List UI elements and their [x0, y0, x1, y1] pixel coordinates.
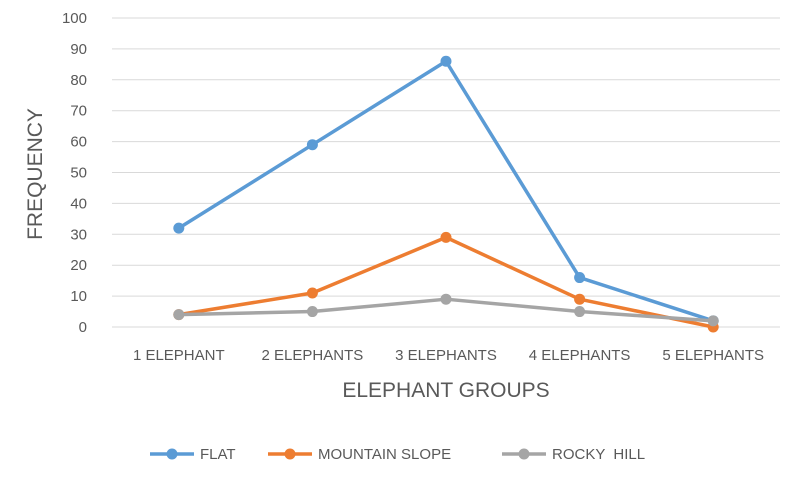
y-axis-tick-labels: 0 10 20 30 40 50 60 70 80 90 100: [62, 10, 87, 336]
y-tick-label: 70: [70, 103, 87, 120]
y-tick-label: 50: [70, 165, 87, 182]
series-3: [173, 293, 719, 327]
x-tick-label: 5 ELEPHANTS: [662, 347, 764, 364]
y-tick-label: 100: [62, 10, 87, 27]
x-axis-title: ELEPHANT GROUPS: [342, 379, 549, 402]
data-point: [306, 287, 318, 299]
legend-swatch-marker: [166, 448, 178, 460]
x-tick-label: 3 ELEPHANTS: [395, 347, 497, 364]
series-1: [173, 55, 719, 327]
y-axis-title: FREQUENCY: [24, 108, 47, 240]
series-lines: [173, 55, 719, 333]
data-point: [173, 222, 185, 234]
data-point: [574, 293, 586, 305]
series-line: [177, 59, 715, 323]
y-tick-label: 20: [70, 257, 87, 274]
legend: FLAT MOUNTAIN SLOPE ROCKY HILL: [150, 446, 645, 463]
y-tick-label: 0: [79, 319, 87, 336]
legend-item: FLAT: [150, 446, 236, 463]
x-axis-tick-labels: 1 ELEPHANT 2 ELEPHANTS 3 ELEPHANTS 4 ELEPHA…: [133, 347, 764, 364]
x-tick-label: 4 ELEPHANTS: [529, 347, 631, 364]
legend-swatch-marker: [284, 448, 296, 460]
legend-item: ROCKY HILL: [502, 446, 645, 463]
legend-label: MOUNTAIN SLOPE: [318, 446, 451, 463]
data-point: [440, 293, 452, 305]
data-point: [173, 309, 185, 321]
y-tick-label: 30: [70, 226, 87, 243]
y-tick-label: 80: [70, 72, 87, 89]
data-point: [440, 231, 452, 243]
y-tick-label: 60: [70, 134, 87, 151]
y-tick-label: 10: [70, 288, 87, 305]
x-tick-label: 1 ELEPHANT: [133, 347, 225, 364]
legend-item: MOUNTAIN SLOPE: [268, 446, 451, 463]
data-point: [306, 139, 318, 151]
data-point: [306, 306, 318, 318]
y-tick-label: 40: [70, 195, 87, 212]
legend-swatch-marker: [518, 448, 530, 460]
data-point: [440, 55, 452, 67]
legend-label: ROCKY HILL: [552, 446, 645, 463]
y-tick-label: 90: [70, 41, 87, 58]
data-point: [574, 272, 586, 284]
gridlines: [112, 17, 780, 328]
legend-label: FLAT: [200, 446, 236, 463]
series-2: [173, 231, 719, 333]
data-point: [707, 315, 719, 327]
data-point: [574, 306, 586, 318]
x-tick-label: 2 ELEPHANTS: [262, 347, 364, 364]
